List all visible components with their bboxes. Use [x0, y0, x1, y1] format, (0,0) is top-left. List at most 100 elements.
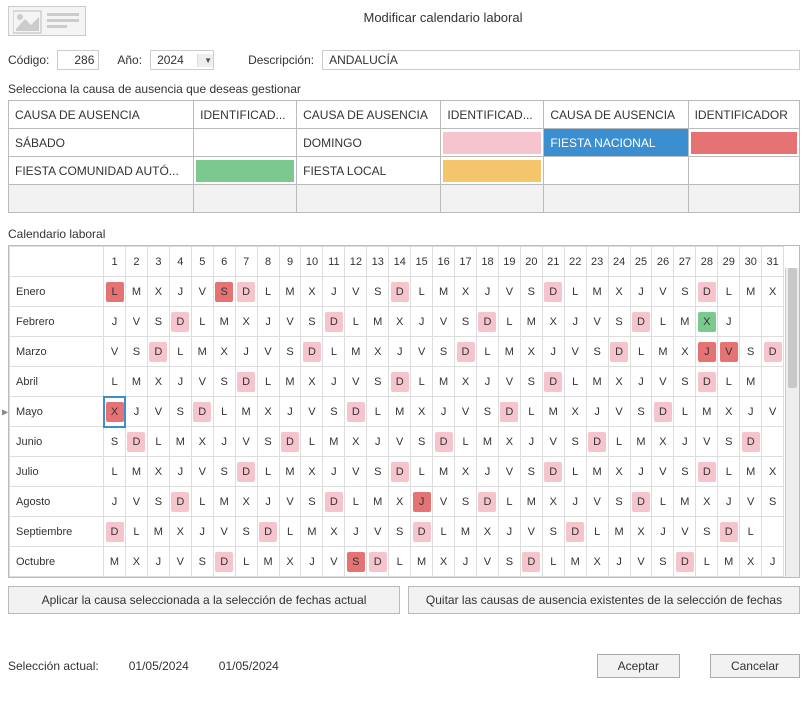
calendar-day-header[interactable]: 27	[674, 247, 696, 277]
calendar-day-cell[interactable]: S	[125, 337, 147, 367]
calendar-day-cell[interactable]: V	[191, 367, 213, 397]
calendar-grid[interactable]: 1234567891011121314151617181920212223242…	[8, 245, 800, 578]
calendar-day-cell[interactable]: J	[455, 547, 477, 577]
calendar-day-cell[interactable]: D	[345, 397, 367, 427]
calendar-day-cell[interactable]: J	[323, 367, 345, 397]
calendar-day-cell[interactable]: V	[235, 427, 257, 457]
calendar-day-cell[interactable]: S	[740, 337, 762, 367]
calendar-day-cell[interactable]: X	[652, 427, 674, 457]
absences-header[interactable]: CAUSA DE AUSENCIA	[544, 101, 688, 129]
calendar-day-cell[interactable]: V	[345, 457, 367, 487]
calendar-day-header[interactable]: 16	[433, 247, 455, 277]
calendar-day-cell[interactable]: S	[433, 337, 455, 367]
calendar-day-cell[interactable]: X	[762, 457, 784, 487]
calendar-day-cell[interactable]: X	[608, 457, 630, 487]
calendar-day-cell[interactable]: V	[652, 457, 674, 487]
calendar-day-cell[interactable]: V	[520, 517, 542, 547]
calendar-day-cell[interactable]: X	[455, 277, 477, 307]
calendar-day-cell[interactable]: X	[498, 427, 520, 457]
calendar-day-cell[interactable]: D	[564, 517, 586, 547]
calendar-day-cell[interactable]: V	[279, 487, 301, 517]
calendar-day-cell[interactable]: M	[389, 397, 411, 427]
calendar-day-cell[interactable]: M	[433, 277, 455, 307]
calendar-day-cell[interactable]: V	[411, 337, 433, 367]
absences-row[interactable]: FIESTA COMUNIDAD AUTÓ...FIESTA LOCAL	[9, 157, 800, 185]
calendar-day-cell[interactable]: L	[257, 457, 279, 487]
calendar-day-cell[interactable]: S	[718, 427, 740, 457]
calendar-day-cell[interactable]: L	[652, 487, 674, 517]
calendar-day-cell[interactable]: S	[389, 517, 411, 547]
calendar-day-cell[interactable]: S	[147, 307, 169, 337]
absences-row[interactable]: SÁBADODOMINGOFIESTA NACIONAL	[9, 129, 800, 157]
absences-header[interactable]: IDENTIFICAD...	[194, 101, 297, 129]
calendar-day-cell[interactable]: L	[257, 277, 279, 307]
calendar-day-cell[interactable]: J	[630, 367, 652, 397]
calendar-day-cell[interactable]: D	[323, 487, 345, 517]
calendar-day-cell[interactable]: D	[718, 517, 740, 547]
absences-table[interactable]: CAUSA DE AUSENCIAIDENTIFICAD...CAUSA DE …	[8, 100, 800, 213]
calendar-day-cell[interactable]: M	[367, 487, 389, 517]
calendar-day-cell[interactable]: D	[257, 517, 279, 547]
apply-cause-button[interactable]: Aplicar la causa seleccionada a la selec…	[8, 586, 400, 614]
calendar-day-cell[interactable]: X	[147, 367, 169, 397]
scrollbar-thumb[interactable]	[788, 268, 797, 388]
calendar-day-cell[interactable]: J	[564, 487, 586, 517]
calendar-day-cell[interactable]: X	[762, 277, 784, 307]
calendar-day-cell[interactable]: J	[169, 277, 191, 307]
calendar-day-cell[interactable]: M	[674, 307, 696, 337]
calendar-day-cell[interactable]: V	[323, 547, 345, 577]
calendar-day-cell[interactable]: L	[104, 457, 126, 487]
calendar-day-cell[interactable]: V	[455, 397, 477, 427]
calendar-day-cell[interactable]: J	[257, 307, 279, 337]
calendar-day-cell[interactable]: L	[564, 367, 586, 397]
calendar-day-cell[interactable]: J	[696, 337, 718, 367]
calendar-day-cell[interactable]: S	[367, 457, 389, 487]
calendar-day-cell[interactable]: D	[476, 307, 498, 337]
calendar-day-cell[interactable]: V	[762, 397, 784, 427]
calendar-day-cell[interactable]: V	[301, 397, 323, 427]
calendar-day-cell[interactable]: S	[564, 427, 586, 457]
calendar-day-cell[interactable]: L	[104, 367, 126, 397]
calendar-day-header[interactable]: 13	[367, 247, 389, 277]
calendar-day-cell[interactable]: S	[520, 367, 542, 397]
calendar-day-cell[interactable]: L	[125, 517, 147, 547]
calendar-day-cell[interactable]: X	[608, 277, 630, 307]
calendar-day-cell[interactable]: S	[608, 307, 630, 337]
calendar-day-cell[interactable]: D	[125, 427, 147, 457]
calendar-day-cell[interactable]: M	[213, 487, 235, 517]
calendar-day-cell[interactable]: V	[125, 487, 147, 517]
calendar-day-header[interactable]: 25	[630, 247, 652, 277]
calendar-day-cell[interactable]: L	[345, 307, 367, 337]
calendar-day-cell[interactable]: L	[147, 427, 169, 457]
calendar-day-cell[interactable]: X	[411, 397, 433, 427]
calendar-day-cell[interactable]: L	[630, 337, 652, 367]
calendar-day-cell[interactable]: X	[389, 487, 411, 517]
calendar-day-cell[interactable]: V	[213, 517, 235, 547]
calendar-day-cell[interactable]: J	[323, 277, 345, 307]
calendar-day-cell[interactable]: M	[367, 307, 389, 337]
calendar-day-cell[interactable]: M	[104, 547, 126, 577]
calendar-day-cell[interactable]: D	[235, 457, 257, 487]
calendar-day-cell[interactable]: D	[740, 427, 762, 457]
calendar-day-cell[interactable]: S	[476, 397, 498, 427]
calendar-day-cell[interactable]: L	[235, 547, 257, 577]
calendar-day-cell[interactable]: L	[191, 487, 213, 517]
calendar-day-cell[interactable]: M	[235, 397, 257, 427]
calendar-day-cell[interactable]: X	[345, 427, 367, 457]
calendar-day-cell[interactable]: L	[257, 367, 279, 397]
calendar-day-cell[interactable]: S	[191, 547, 213, 577]
calendar-day-cell[interactable]: V	[257, 337, 279, 367]
calendar-day-cell[interactable]: M	[257, 547, 279, 577]
calendar-day-cell[interactable]: X	[696, 307, 718, 337]
calendar-day-cell[interactable]: S	[520, 277, 542, 307]
absences-header[interactable]: CAUSA DE AUSENCIA	[9, 101, 194, 129]
calendar-day-cell[interactable]: X	[235, 307, 257, 337]
calendar-day-header[interactable]: 29	[718, 247, 740, 277]
calendar-day-cell[interactable]: M	[191, 337, 213, 367]
calendar-day-cell[interactable]: S	[630, 397, 652, 427]
calendar-day-cell[interactable]: M	[476, 427, 498, 457]
calendar-day-cell[interactable]: V	[125, 307, 147, 337]
calendar-day-cell[interactable]: X	[367, 337, 389, 367]
calendar-day-cell[interactable]: D	[235, 277, 257, 307]
calendar-day-cell[interactable]: J	[147, 547, 169, 577]
